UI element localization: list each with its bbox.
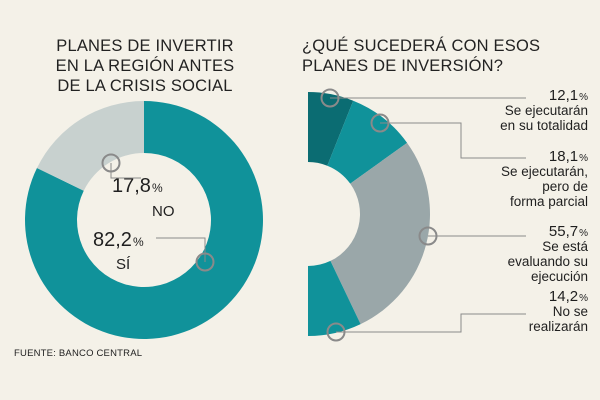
slice-marker-4 [326,322,346,342]
slice-label-2-line-3: forma parcial [510,194,588,209]
slice-value-2: 18,1% [549,148,588,165]
no-value-label: 17,8% [112,175,163,197]
si-category-label: SÍ [116,256,131,273]
slice-value-3: 55,7% [549,223,588,240]
left-chart-title: PLANES DE INVERTIR EN LA REGIÓN ANTES DE… [55,37,235,95]
half-donut-slice-4 [308,260,361,336]
slice-marker-1 [320,88,340,108]
no-marker [101,153,121,173]
half-donut-slice-1 [308,92,354,166]
leader-line-2 [380,122,526,159]
slice-label-4-line-2: realizarán [529,319,588,334]
slice-label-2-line-2: pero de [542,179,588,194]
source-note: FUENTE: BANCO CENTRAL [14,348,143,359]
slice-value-4: 14,2% [549,288,588,305]
slice-label-3-line-2: evaluando su [508,254,588,269]
slice-label-3-line-3: ejecución [531,269,588,284]
no-leader-line [110,163,141,179]
si-marker [195,252,215,272]
slice-value-1: 12,1% [549,87,588,104]
slice-label-1-line-2: en su totalidad [500,118,588,133]
si-value-label: 82,2% [93,229,144,251]
right-chart-title: ¿QUÉ SUCEDERÁ CON ESOS PLANES DE INVERSI… [302,37,541,75]
slice-marker-2 [370,113,390,133]
no-category-label: NO [152,203,175,220]
leader-line-4 [336,313,526,333]
half-donut-slice-3 [330,142,430,325]
slice-label-2-line-1: Se ejecutarán, [501,164,588,179]
donut-slice-s [24,101,264,340]
slice-label-1-line-1: Se ejecutarán [505,103,588,118]
half-donut-slice-2 [327,100,408,184]
slice-marker-3 [418,226,438,246]
slice-label-3-line-1: Se está [542,239,588,254]
slice-label-4-line-1: No se [553,304,588,319]
donut-slice-no [36,101,144,191]
